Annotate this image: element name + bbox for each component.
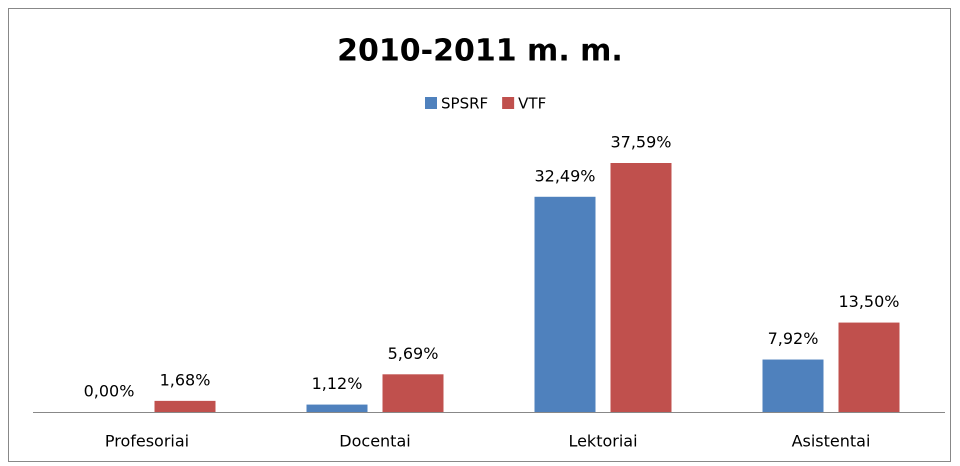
bar	[838, 322, 900, 412]
legend-swatch	[425, 97, 437, 109]
bar	[154, 400, 216, 412]
chart-title: 2010-2011 m. m.	[337, 34, 623, 69]
data-label: 1,68%	[160, 370, 211, 389]
data-label: 7,92%	[768, 329, 819, 348]
x-tick-label: Profesoriai	[105, 432, 189, 451]
bar	[382, 374, 444, 412]
data-label: 0,00%	[84, 382, 135, 401]
bar	[306, 404, 368, 412]
x-tick-label: Docentai	[339, 432, 410, 451]
data-label: 5,69%	[388, 344, 439, 363]
bar	[610, 163, 672, 412]
data-label: 37,59%	[610, 133, 671, 152]
data-label: 1,12%	[312, 374, 363, 393]
bar	[762, 359, 824, 412]
x-tick-label: Asistentai	[792, 432, 871, 451]
legend-label: VTF	[518, 95, 546, 113]
legend-label: SPSRF	[441, 95, 488, 113]
x-tick-label: Lektoriai	[568, 432, 637, 451]
data-label: 13,50%	[838, 292, 899, 311]
bar	[534, 196, 596, 412]
legend-swatch	[502, 97, 515, 109]
data-label: 32,49%	[534, 166, 595, 185]
